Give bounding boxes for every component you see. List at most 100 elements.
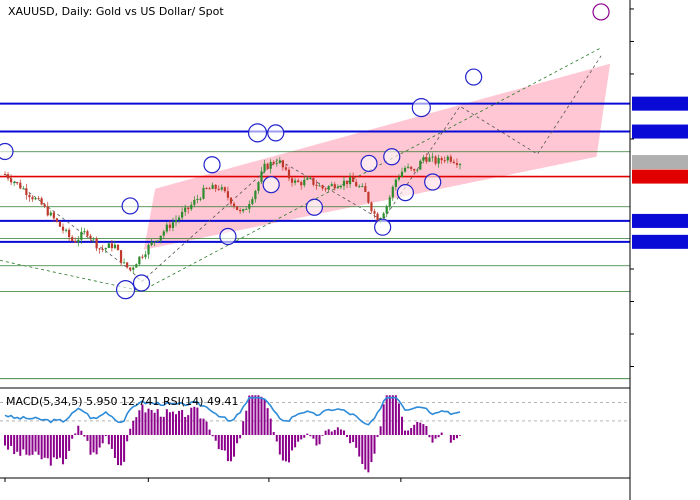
macd-bar <box>120 434 123 466</box>
chart-title: XAUUSD, Daily: Gold vs US Dollar/ Spot <box>8 5 224 18</box>
macd-bar <box>428 434 431 438</box>
macd-bar <box>144 412 147 435</box>
wave-label-circle <box>262 176 280 194</box>
macd-bar <box>400 416 403 435</box>
macd-bar <box>263 399 266 435</box>
macd-bar <box>391 395 394 435</box>
macd-bar <box>116 434 119 466</box>
macd-bar <box>141 404 144 435</box>
macd-bar <box>7 434 10 450</box>
candle-body <box>174 219 178 223</box>
macd-bar <box>336 427 339 435</box>
macd-bar <box>10 434 13 446</box>
candle-body <box>403 167 407 172</box>
candle-body <box>342 180 346 186</box>
macd-bar <box>385 395 388 435</box>
wave-label-circle <box>396 184 414 202</box>
candle-body <box>122 262 126 264</box>
price-level-tag <box>632 169 688 184</box>
indicator-title: MACD(5,34,5) 5.950 12.741 RSI(14) 49.41 <box>6 395 238 408</box>
candle-body <box>406 166 410 168</box>
candle-body <box>83 231 86 233</box>
candle-body <box>239 210 242 212</box>
candle-body <box>141 256 144 258</box>
macd-bar <box>281 434 284 461</box>
candle-body <box>358 186 361 188</box>
candle-body <box>422 157 425 161</box>
wave-label-circle <box>121 197 139 215</box>
macd-bar <box>260 396 263 435</box>
macd-bar <box>71 434 74 439</box>
candle-body <box>300 182 303 186</box>
macd-bar <box>229 434 232 462</box>
macd-bar <box>199 418 202 435</box>
candle-body <box>278 160 281 163</box>
candle-body <box>364 186 367 192</box>
macd-bar <box>306 433 309 435</box>
candle-body <box>138 256 141 265</box>
candle-body <box>290 178 294 183</box>
price-level-tag <box>632 96 688 111</box>
candle-body <box>208 188 211 190</box>
candle-body <box>187 207 190 210</box>
macd-bar <box>254 395 257 435</box>
macd-bar <box>370 434 373 463</box>
macd-bar <box>413 424 416 435</box>
candle-body <box>190 204 193 210</box>
candle-body <box>181 211 184 218</box>
candle-body <box>284 167 288 170</box>
macd-bar <box>376 434 379 437</box>
candle-body <box>43 204 46 207</box>
macd-bar <box>34 434 37 452</box>
candle-body <box>147 245 150 255</box>
macd-bar <box>242 421 245 435</box>
candle-body <box>287 169 291 179</box>
candle-body <box>394 179 397 187</box>
macd-bar <box>150 409 153 435</box>
macd-bar <box>181 409 184 435</box>
candle-body <box>330 184 333 187</box>
rising-channel <box>143 63 611 250</box>
candle-body <box>52 212 55 219</box>
candle-body <box>61 226 65 231</box>
candle-body <box>315 184 318 186</box>
candle-body <box>367 191 370 203</box>
macd-bar <box>80 430 83 435</box>
macd-bar <box>52 434 55 458</box>
macd-bar <box>419 422 422 435</box>
macd-bar <box>184 416 187 435</box>
candle-body <box>159 235 162 241</box>
macd-bar <box>83 434 86 437</box>
candle-body <box>443 160 446 162</box>
macd-bar <box>46 434 49 459</box>
candle-body <box>449 156 452 162</box>
macd-bar <box>416 421 419 435</box>
wave-label-circle <box>203 156 221 174</box>
macd-bar <box>266 408 269 435</box>
candle-body <box>361 186 364 188</box>
macd-bar <box>455 434 458 439</box>
wave-label-circle <box>465 68 483 86</box>
macd-bar <box>394 395 397 435</box>
candle-body <box>223 187 226 192</box>
wave-label-circle <box>360 154 378 173</box>
macd-bar <box>13 434 16 455</box>
macd-bar <box>303 434 306 438</box>
macd-bar <box>346 434 349 438</box>
candle-body <box>214 184 217 189</box>
macd-bar <box>379 426 382 435</box>
macd-bar <box>330 431 333 435</box>
macd-bar <box>86 434 89 441</box>
macd-bar <box>459 434 461 436</box>
macd-bar <box>275 434 278 442</box>
wave-label-circle <box>305 198 323 216</box>
candle-body <box>339 185 343 188</box>
macd-bar <box>19 434 22 456</box>
macd-bar <box>153 412 156 435</box>
macd-bar <box>287 434 290 463</box>
macd-bar <box>113 434 116 458</box>
macd-bar <box>98 434 101 448</box>
candle-body <box>74 240 77 243</box>
candle-body <box>232 203 236 207</box>
macd-bar <box>175 414 178 435</box>
